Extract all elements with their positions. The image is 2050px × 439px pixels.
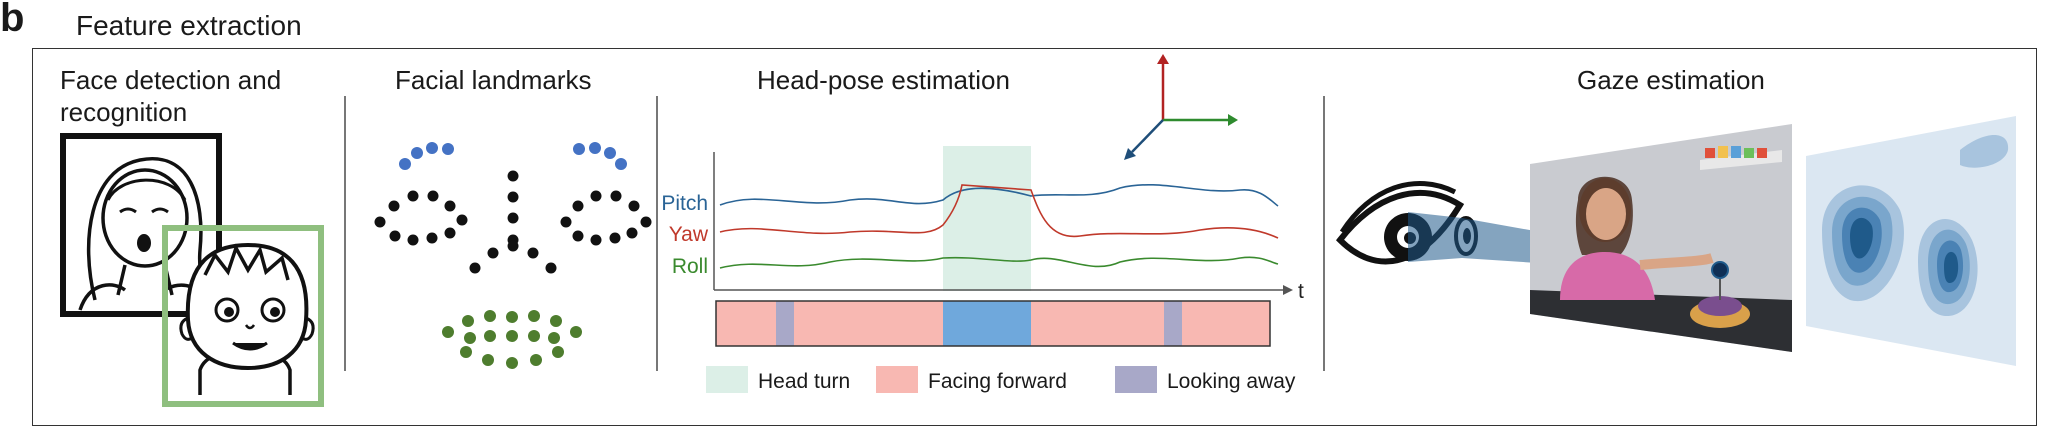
head-turn-band — [943, 146, 1031, 291]
roll-line — [719, 256, 1279, 269]
figure-frame — [32, 48, 2037, 426]
legend-head-turn: Head turn — [758, 370, 850, 393]
legend-swatch-facing-forward — [876, 366, 918, 393]
legend: Head turn Facing forward Looking away — [706, 366, 1296, 393]
scene-image — [1530, 124, 1792, 352]
landmark-eyes-nose — [374, 170, 652, 274]
divider-1 — [344, 96, 346, 371]
gaze-target-point — [1711, 261, 1729, 279]
landmark-eyebrows — [399, 142, 627, 170]
heatmap-icon — [1806, 116, 2016, 366]
divider-3 — [1323, 96, 1325, 371]
legend-facing-forward: Facing forward — [928, 370, 1067, 393]
divider-2 — [656, 96, 658, 371]
yaw-label: Yaw — [669, 223, 709, 246]
3d-axes-icon — [1124, 54, 1238, 160]
legend-looking-away: Looking away — [1167, 370, 1296, 393]
chart-axes — [713, 152, 1293, 295]
time-axis-label: t — [1298, 280, 1304, 303]
gaze-estimation-title: Gaze estimation — [1577, 65, 1765, 95]
face-detection-title: Face detection and recognition — [60, 65, 282, 127]
legend-swatch-head-turn — [706, 366, 748, 393]
legend-swatch-looking-away — [1115, 366, 1157, 393]
pitch-label: Pitch — [661, 192, 708, 215]
panel-letter: b — [0, 0, 25, 40]
head-pose-title: Head-pose estimation — [757, 65, 1010, 95]
facial-landmarks-title: Facial landmarks — [395, 65, 592, 95]
yaw-line — [719, 184, 1279, 239]
landmark-mouth — [442, 310, 582, 369]
panel-title: Feature extraction — [76, 10, 302, 41]
pitch-line — [719, 183, 1279, 207]
roll-label: Roll — [672, 255, 708, 278]
child-face-icon — [179, 242, 315, 395]
face-detection-box — [162, 225, 324, 407]
state-timeline — [715, 300, 1271, 347]
